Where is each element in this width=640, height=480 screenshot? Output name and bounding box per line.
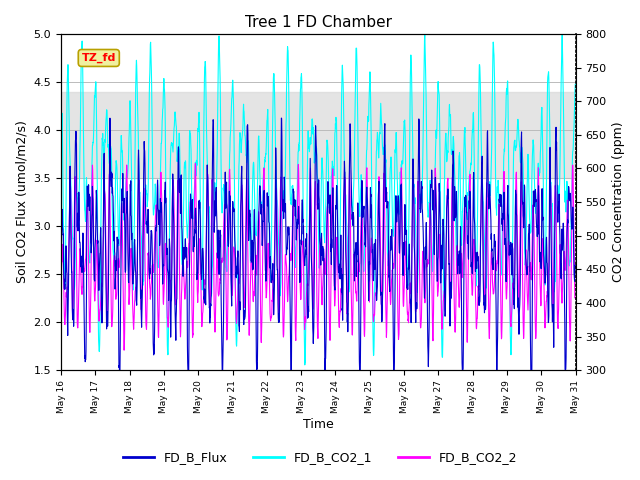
Legend: FD_B_Flux, FD_B_CO2_1, FD_B_CO2_2: FD_B_Flux, FD_B_CO2_1, FD_B_CO2_2 xyxy=(118,446,522,469)
Title: Tree 1 FD Chamber: Tree 1 FD Chamber xyxy=(245,15,392,30)
Bar xyxy=(61,92,575,178)
Y-axis label: Soil CO2 Flux (umol/m2/s): Soil CO2 Flux (umol/m2/s) xyxy=(15,120,28,284)
Text: TZ_fd: TZ_fd xyxy=(82,53,116,63)
X-axis label: Time: Time xyxy=(303,419,333,432)
Y-axis label: CO2 Concentration (ppm): CO2 Concentration (ppm) xyxy=(612,122,625,282)
